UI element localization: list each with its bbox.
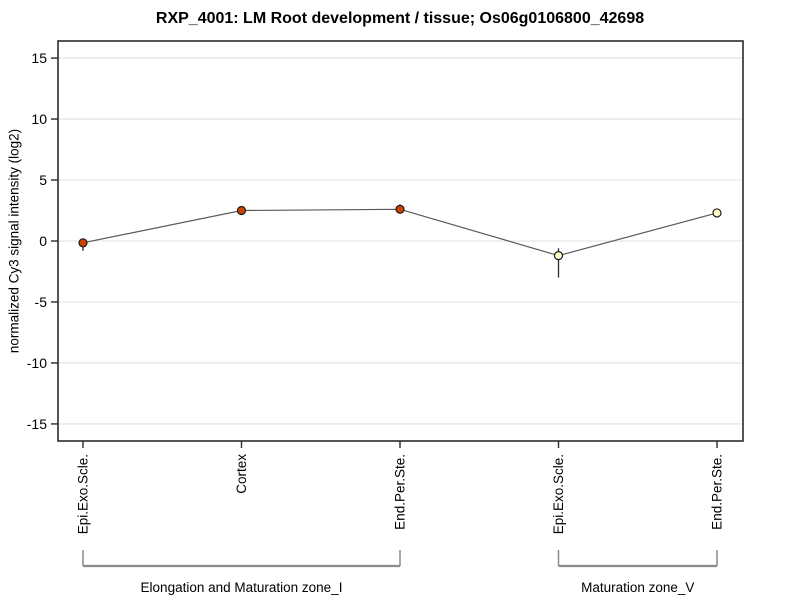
y-tick-label: 10: [31, 111, 47, 127]
data-point: [712, 208, 722, 218]
x-category-label: Epi.Exo.Scle.: [76, 454, 91, 534]
x-category-label: End.Per.Ste.: [710, 454, 725, 530]
data-point: [553, 251, 564, 261]
series-line: [82, 208, 718, 257]
x-category-label: End.Per.Ste.: [393, 454, 408, 530]
y-tick-label: -10: [27, 355, 47, 371]
x-category-label: Cortex: [234, 454, 249, 494]
chart-title: RXP_4001: LM Root development / tissue; …: [155, 10, 645, 27]
y-tick-label: 5: [39, 172, 47, 188]
x-category-label: Epi.Exo.Scle.: [551, 454, 566, 534]
group-label: Elongation and Maturation zone_I: [141, 580, 343, 595]
y-tick-label: 0: [39, 233, 47, 249]
y-tick-label: -5: [35, 294, 48, 310]
data-point: [236, 205, 247, 216]
data-point: [78, 238, 88, 248]
y-tick-label: 15: [31, 50, 47, 66]
y-axis-label: normalized Cy3 signal intensity (log2): [6, 128, 22, 354]
group-label: Maturation zone_V: [581, 580, 694, 595]
data-point: [395, 204, 405, 214]
y-tick-label: -15: [27, 416, 47, 432]
